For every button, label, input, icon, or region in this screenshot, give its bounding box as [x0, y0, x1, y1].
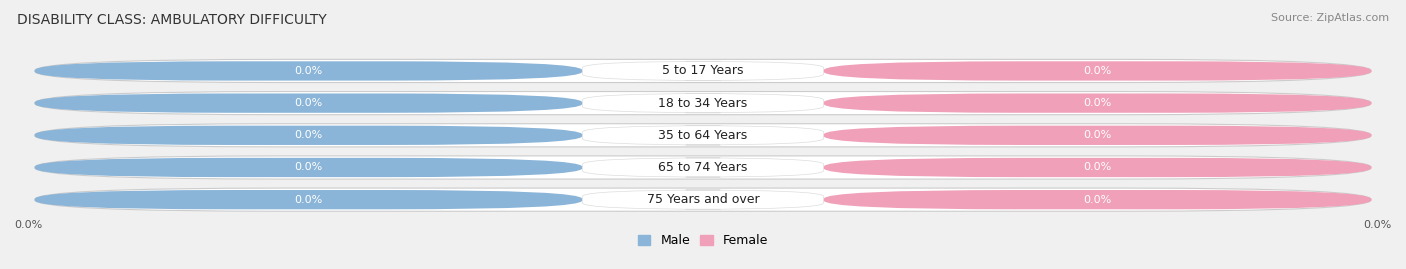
Text: 0.0%: 0.0%: [1083, 66, 1112, 76]
FancyBboxPatch shape: [35, 59, 1371, 83]
FancyBboxPatch shape: [35, 126, 582, 145]
Text: DISABILITY CLASS: AMBULATORY DIFFICULTY: DISABILITY CLASS: AMBULATORY DIFFICULTY: [17, 13, 326, 27]
Text: 0.0%: 0.0%: [294, 162, 323, 172]
FancyBboxPatch shape: [35, 156, 1371, 179]
Text: 0.0%: 0.0%: [294, 66, 323, 76]
Text: 0.0%: 0.0%: [1364, 220, 1392, 230]
FancyBboxPatch shape: [824, 61, 1371, 81]
FancyBboxPatch shape: [35, 158, 582, 177]
FancyBboxPatch shape: [824, 158, 1371, 177]
FancyBboxPatch shape: [35, 188, 1371, 211]
FancyBboxPatch shape: [35, 61, 582, 81]
Text: Source: ZipAtlas.com: Source: ZipAtlas.com: [1271, 13, 1389, 23]
FancyBboxPatch shape: [582, 61, 824, 81]
FancyBboxPatch shape: [582, 190, 824, 209]
Text: 0.0%: 0.0%: [294, 98, 323, 108]
FancyBboxPatch shape: [35, 190, 582, 209]
Text: 75 Years and over: 75 Years and over: [647, 193, 759, 206]
FancyBboxPatch shape: [35, 124, 1371, 147]
FancyBboxPatch shape: [824, 190, 1371, 209]
Text: 0.0%: 0.0%: [1083, 195, 1112, 205]
Text: 5 to 17 Years: 5 to 17 Years: [662, 65, 744, 77]
FancyBboxPatch shape: [824, 126, 1371, 145]
Text: 35 to 64 Years: 35 to 64 Years: [658, 129, 748, 142]
Text: 0.0%: 0.0%: [1083, 162, 1112, 172]
Text: 18 to 34 Years: 18 to 34 Years: [658, 97, 748, 110]
Text: 0.0%: 0.0%: [14, 220, 42, 230]
FancyBboxPatch shape: [582, 158, 824, 177]
FancyBboxPatch shape: [582, 126, 824, 145]
FancyBboxPatch shape: [582, 93, 824, 113]
Text: 65 to 74 Years: 65 to 74 Years: [658, 161, 748, 174]
FancyBboxPatch shape: [824, 93, 1371, 113]
FancyBboxPatch shape: [35, 91, 1371, 115]
Legend: Male, Female: Male, Female: [633, 229, 773, 252]
Text: 0.0%: 0.0%: [1083, 130, 1112, 140]
Text: 0.0%: 0.0%: [294, 130, 323, 140]
Text: 0.0%: 0.0%: [294, 195, 323, 205]
Text: 0.0%: 0.0%: [1083, 98, 1112, 108]
FancyBboxPatch shape: [35, 93, 582, 113]
